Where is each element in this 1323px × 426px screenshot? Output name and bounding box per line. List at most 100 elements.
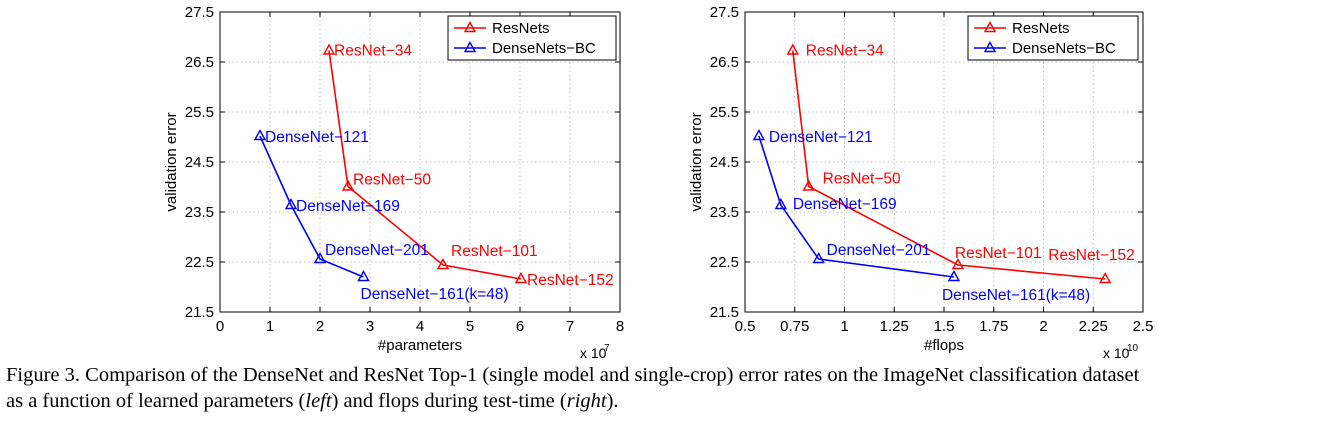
- legend-label: DenseNets−BC: [492, 40, 596, 57]
- legend-swatch-marker: [983, 21, 997, 33]
- data-label: DenseNet−201: [827, 242, 931, 259]
- x-multiplier-exponent: 10: [1127, 343, 1139, 354]
- data-label: ResNet−34: [806, 43, 884, 60]
- legend-swatch-marker: [463, 41, 477, 53]
- x-tick-label: 2.25: [1079, 318, 1108, 335]
- x-tick-label: 3: [366, 318, 374, 335]
- data-point-marker: [812, 252, 825, 264]
- y-tick-label: 21.5: [710, 304, 739, 321]
- legend: ResNets DenseNets−BC: [447, 15, 617, 61]
- caption-line-2: as a function of learned parameters (lef…: [6, 388, 1318, 414]
- data-point-marker: [786, 43, 799, 55]
- series-resnets: ResNet−34 ResNet−50 ResNet−101 ResNet−152: [322, 43, 614, 289]
- data-label: ResNet−50: [353, 172, 431, 189]
- x-tick-label: 0.5: [735, 318, 756, 335]
- caption-text: ).: [606, 390, 619, 412]
- x-tick-label: 0.75: [780, 318, 809, 335]
- y-tick-label: 22.5: [185, 254, 214, 271]
- x-multiplier: x 10: [1103, 345, 1130, 360]
- y-axis-label: validation error: [163, 112, 180, 211]
- series-line: [758, 135, 955, 278]
- y-tick-label: 27.5: [710, 4, 739, 21]
- x-tick-label: 4: [416, 318, 424, 335]
- legend-label: DenseNets−BC: [1012, 40, 1116, 57]
- legend: ResNets DenseNets−BC: [967, 15, 1139, 61]
- x-axis-label: #parameters: [378, 337, 462, 354]
- data-label: DenseNet−121: [265, 129, 369, 146]
- x-tick-label: 8: [616, 318, 624, 335]
- chart-1: 0 1 2 3 4 5 6 7 821.522.523.524.525.526.527.5#pa…: [163, 4, 624, 360]
- series-densenets: DenseNet−121 DenseNet−169 DenseNet−201 Dens…: [253, 129, 509, 303]
- data-point-marker: [357, 270, 370, 282]
- y-tick-label: 26.5: [185, 54, 214, 71]
- data-point-marker: [341, 179, 355, 191]
- data-point-marker: [951, 258, 965, 270]
- y-tick-label: 22.5: [710, 254, 739, 271]
- series-resnets: ResNet−34 ResNet−50 ResNet−101 ResNet−152: [786, 43, 1135, 284]
- data-point-marker: [774, 198, 788, 210]
- legend-box: [447, 15, 617, 61]
- x-tick-label: 2.5: [1133, 318, 1154, 335]
- data-label: DenseNet−161(k=48): [361, 286, 509, 303]
- y-tick-label: 26.5: [710, 54, 739, 71]
- series-line: [791, 50, 1106, 280]
- y-tick-label: 23.5: [710, 204, 739, 221]
- y-tick-label: 23.5: [185, 204, 214, 221]
- y-axis-label: validation error: [688, 112, 705, 211]
- caption-text: as a function of learned parameters (: [6, 390, 306, 412]
- data-label: ResNet−152: [527, 272, 614, 289]
- x-tick-label: 2: [316, 318, 324, 335]
- chart-2: 0.5 0.75 1 1.25 1.5 1.75 2 2.25 2.5 21.5 22.5 23.5 2…: [688, 4, 1153, 360]
- figure: 0 1 2 3 4 5 6 7 821.522.523.524.525.526.527.5#pa…: [163, 4, 1153, 360]
- legend-label: ResNets: [1012, 20, 1070, 37]
- data-point-marker: [284, 198, 298, 210]
- data-label: DenseNet−161(k=48): [942, 287, 1090, 304]
- x-tick-label: 6: [516, 318, 524, 335]
- data-label: ResNet−101: [955, 245, 1042, 262]
- y-tick-label: 25.5: [185, 104, 214, 121]
- x-tick-label: 1.5: [934, 318, 955, 335]
- x-tick-label: 1: [266, 318, 274, 335]
- caption-right-word: right: [566, 390, 607, 412]
- data-point-marker: [313, 252, 327, 264]
- x-tick-label: 2: [1039, 318, 1047, 335]
- caption-line-1: Figure 3. Comparison of the DenseNet and…: [6, 364, 1140, 386]
- data-point-marker: [1099, 272, 1112, 284]
- data-point-marker: [752, 129, 766, 141]
- data-label: ResNet−34: [334, 43, 412, 60]
- legend-swatch-marker: [983, 41, 997, 53]
- y-tick-label: 24.5: [710, 154, 739, 171]
- y-tick-label: 27.5: [185, 4, 214, 21]
- x-multiplier: x 10: [580, 345, 607, 360]
- data-point-marker: [947, 270, 961, 282]
- data-label: ResNet−50: [823, 171, 901, 188]
- series-line: [259, 135, 364, 278]
- x-tick-label: 1.75: [979, 318, 1008, 335]
- caption-left-word: left: [305, 390, 332, 412]
- x-tick-label: 1.25: [880, 318, 909, 335]
- data-point-marker: [436, 258, 450, 270]
- legend-label: ResNets: [492, 20, 550, 37]
- data-point-marker: [514, 272, 528, 284]
- y-tick-label: 21.5: [185, 304, 214, 321]
- x-multiplier-exponent: 7: [604, 343, 610, 354]
- data-point-marker: [253, 129, 267, 141]
- figure-caption: Figure 3. Comparison of the DenseNet and…: [6, 362, 1318, 414]
- y-tick-label: 25.5: [710, 104, 739, 121]
- x-tick-label: 1: [840, 318, 848, 335]
- data-label: ResNet−152: [1048, 247, 1135, 264]
- legend-swatch-marker: [463, 21, 477, 33]
- plot-area: [745, 12, 1143, 312]
- x-axis-label: #flops: [924, 337, 964, 354]
- x-tick-label: 7: [566, 318, 574, 335]
- caption-text: ) and flops during test-time (: [331, 390, 567, 412]
- data-label: DenseNet−169: [793, 196, 897, 213]
- data-label: DenseNet−169: [296, 198, 400, 215]
- data-point-marker: [322, 43, 336, 55]
- legend-box: [967, 15, 1139, 61]
- data-point-marker: [802, 179, 815, 191]
- data-label: ResNet−101: [451, 243, 538, 260]
- y-tick-label: 24.5: [185, 154, 214, 171]
- series-densenets: DenseNet−121 DenseNet−169 DenseNet−201 Dens…: [752, 129, 1090, 304]
- series-line: [328, 50, 522, 280]
